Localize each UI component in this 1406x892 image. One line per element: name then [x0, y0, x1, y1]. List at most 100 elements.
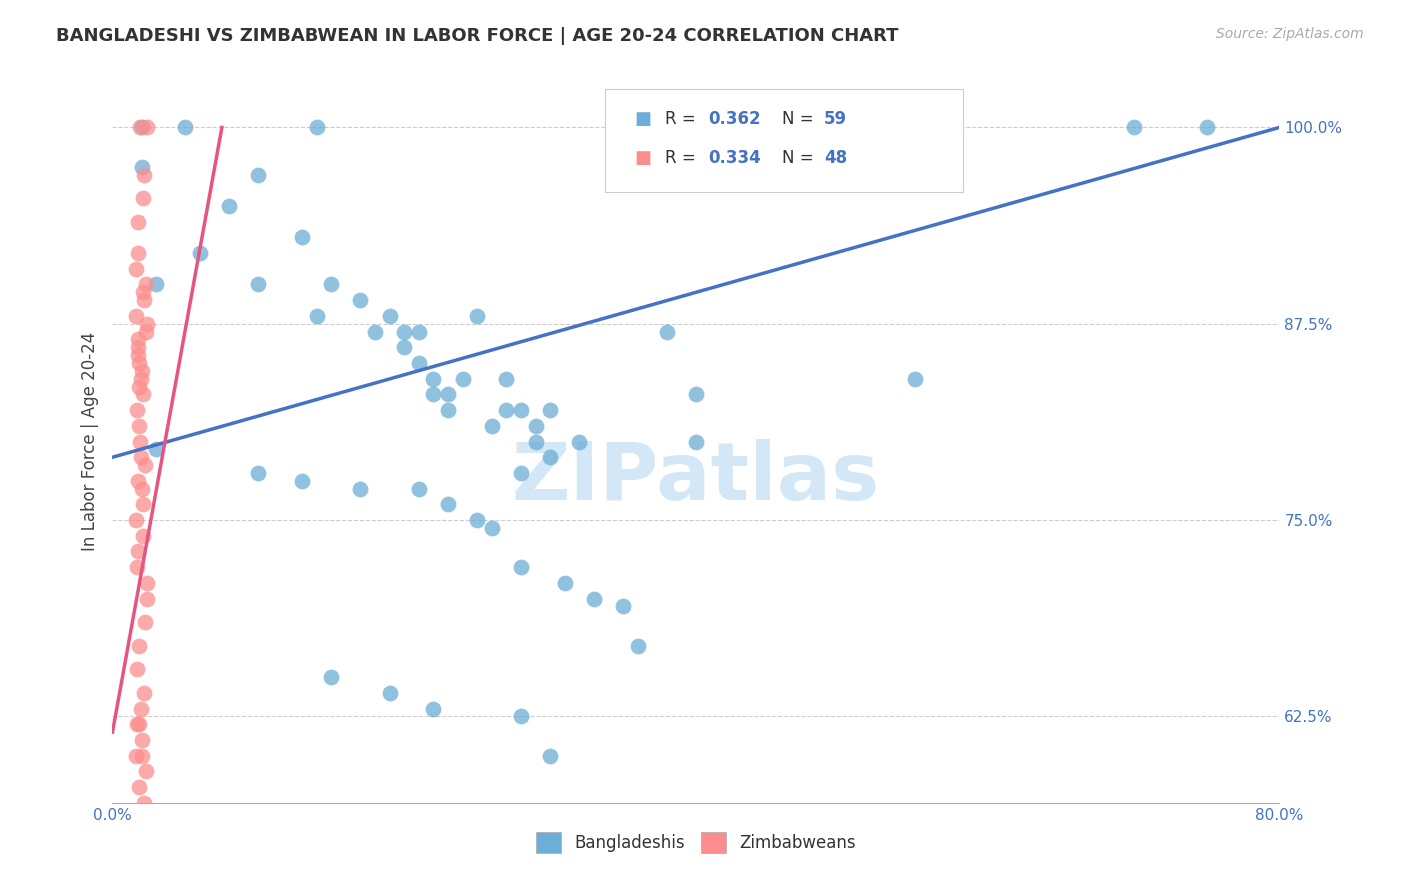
Point [378, 686, 401, 700]
Point [174, 120, 197, 135]
Point [125, 309, 148, 323]
Point [394, 325, 416, 339]
Point [538, 450, 561, 465]
Text: ■: ■ [634, 110, 651, 128]
Point [132, 686, 155, 700]
Point [134, 458, 156, 472]
Point [188, 246, 211, 260]
Point [247, 277, 270, 292]
Text: R =: R = [665, 110, 702, 128]
Point [125, 261, 148, 276]
Text: ■: ■ [634, 149, 651, 167]
Point [127, 717, 149, 731]
Point [129, 434, 152, 449]
Point [131, 482, 153, 496]
Point [127, 348, 149, 362]
Point [422, 701, 444, 715]
Point [125, 662, 148, 676]
Point [349, 293, 371, 308]
Point [127, 403, 149, 417]
Point [129, 450, 152, 465]
Point [465, 513, 488, 527]
Text: 0.362: 0.362 [709, 110, 761, 128]
Text: BANGLADESHI VS ZIMBABWEAN IN LABOR FORCE | AGE 20-24 CORRELATION CHART: BANGLADESHI VS ZIMBABWEAN IN LABOR FORCE… [56, 27, 898, 45]
Point [135, 325, 157, 339]
Point [132, 191, 155, 205]
Point [437, 403, 460, 417]
Point [132, 529, 155, 543]
Point [145, 442, 167, 457]
Point [481, 418, 503, 433]
Text: 0.334: 0.334 [709, 149, 762, 167]
Point [408, 325, 430, 339]
Point [685, 387, 707, 401]
Point [131, 160, 153, 174]
Point [132, 387, 155, 401]
Point [524, 434, 547, 449]
Point [509, 560, 531, 574]
Point [128, 356, 150, 370]
Point [685, 434, 707, 449]
Point [394, 340, 416, 354]
Point [131, 748, 153, 763]
Point [128, 780, 150, 794]
Point [125, 748, 148, 763]
Point [422, 372, 444, 386]
Point [321, 277, 343, 292]
Point [125, 513, 148, 527]
Point [131, 733, 153, 747]
Point [134, 615, 156, 630]
Point [495, 372, 517, 386]
Point [305, 309, 328, 323]
Point [129, 372, 152, 386]
Point [612, 599, 634, 614]
Point [128, 418, 150, 433]
Y-axis label: In Labor Force | Age 20-24: In Labor Force | Age 20-24 [80, 332, 98, 551]
Point [408, 356, 430, 370]
Point [509, 709, 531, 723]
Point [349, 482, 371, 496]
Point [127, 214, 149, 228]
Point [131, 364, 153, 378]
Point [568, 434, 591, 449]
Point [627, 639, 650, 653]
Point [135, 575, 157, 590]
Text: 48: 48 [824, 149, 846, 167]
Point [481, 521, 503, 535]
Point [127, 246, 149, 260]
Point [218, 199, 240, 213]
Point [127, 474, 149, 488]
Point [135, 277, 157, 292]
Point [128, 379, 150, 393]
Text: ZIPatlas: ZIPatlas [512, 439, 880, 516]
Point [127, 544, 149, 558]
Text: N =: N = [782, 149, 818, 167]
Point [127, 340, 149, 354]
Text: N =: N = [782, 110, 818, 128]
Point [132, 796, 155, 810]
Point [509, 466, 531, 480]
Legend: Bangladeshis, Zimbabweans: Bangladeshis, Zimbabweans [529, 826, 863, 860]
Point [136, 591, 159, 606]
Text: Source: ZipAtlas.com: Source: ZipAtlas.com [1216, 27, 1364, 41]
Point [465, 309, 488, 323]
Point [364, 325, 387, 339]
Point [451, 372, 474, 386]
Point [129, 701, 152, 715]
Point [291, 230, 314, 244]
Point [538, 748, 561, 763]
Point [1195, 120, 1218, 135]
Point [437, 387, 460, 401]
Point [132, 293, 155, 308]
Point [321, 670, 343, 684]
Point [135, 120, 157, 135]
Point [509, 403, 531, 417]
Point [131, 120, 153, 135]
Point [128, 639, 150, 653]
Point [538, 403, 561, 417]
Point [132, 285, 155, 300]
Point [554, 575, 576, 590]
Point [305, 120, 328, 135]
Point [904, 372, 927, 386]
Point [378, 309, 401, 323]
